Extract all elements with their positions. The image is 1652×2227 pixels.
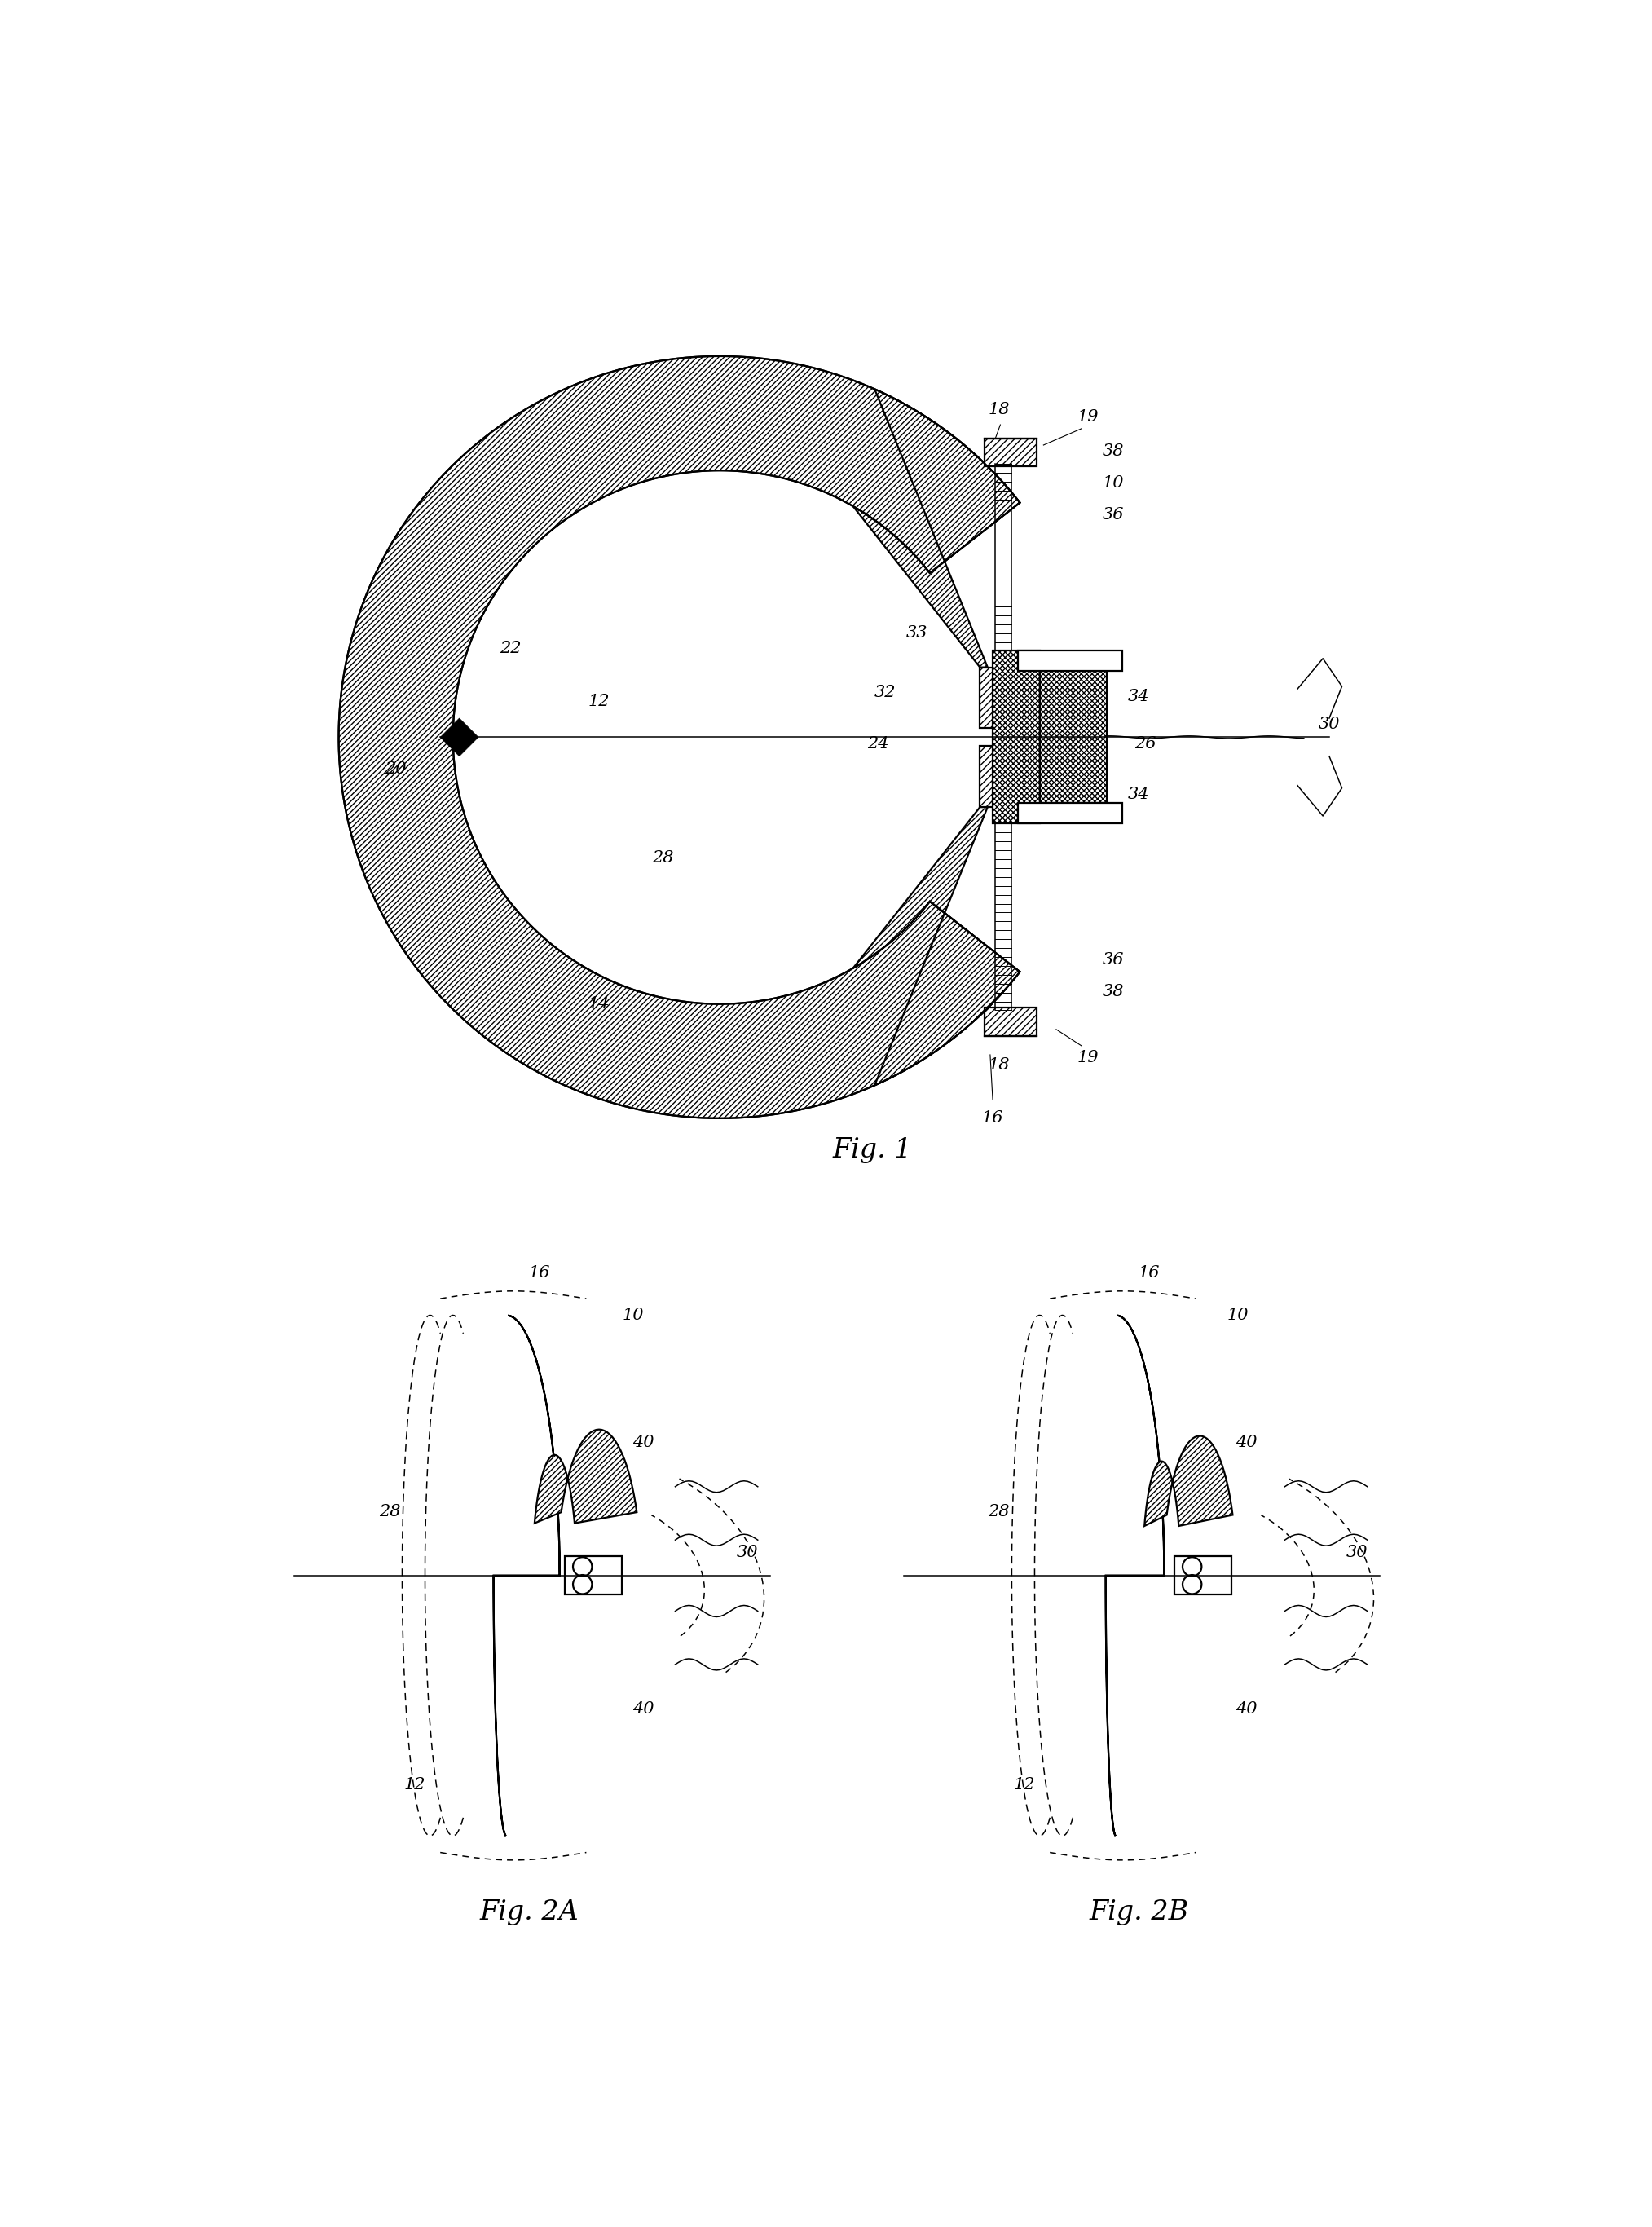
Text: 28: 28 xyxy=(651,851,674,866)
Text: 40: 40 xyxy=(1236,1434,1257,1450)
Bar xyxy=(985,1009,1036,1036)
Text: 16: 16 xyxy=(529,1265,550,1281)
Text: 28: 28 xyxy=(988,1503,1009,1519)
Text: 36: 36 xyxy=(1102,508,1123,523)
Text: Fig. 2A: Fig. 2A xyxy=(479,1900,578,1924)
Text: 20: 20 xyxy=(385,762,406,777)
Text: 10: 10 xyxy=(1227,1307,1249,1323)
Polygon shape xyxy=(339,356,1019,1118)
Text: 30: 30 xyxy=(1346,1546,1368,1561)
Text: Fig. 2B: Fig. 2B xyxy=(1089,1900,1188,1924)
Bar xyxy=(565,1557,621,1595)
Text: 16: 16 xyxy=(981,1111,1003,1127)
Polygon shape xyxy=(1145,1436,1232,1525)
Polygon shape xyxy=(1105,1316,1165,1835)
Text: 32: 32 xyxy=(874,686,895,702)
Bar xyxy=(1175,1557,1231,1595)
Polygon shape xyxy=(852,390,1019,668)
Text: 16: 16 xyxy=(1138,1265,1160,1281)
Polygon shape xyxy=(980,668,1011,728)
Text: 10: 10 xyxy=(1102,474,1123,490)
Polygon shape xyxy=(494,1316,560,1835)
Text: 18: 18 xyxy=(988,401,1009,416)
Text: 24: 24 xyxy=(867,735,889,750)
Text: 10: 10 xyxy=(623,1307,644,1323)
Polygon shape xyxy=(993,650,1039,824)
Text: 30: 30 xyxy=(1318,717,1340,733)
Text: 12: 12 xyxy=(405,1777,426,1793)
Text: 22: 22 xyxy=(499,641,520,657)
Text: 30: 30 xyxy=(737,1546,758,1561)
Polygon shape xyxy=(980,746,1011,806)
Text: 28: 28 xyxy=(378,1503,400,1519)
Bar xyxy=(985,439,1036,468)
Text: 40: 40 xyxy=(633,1701,654,1717)
Text: 12: 12 xyxy=(588,695,610,710)
Text: 38: 38 xyxy=(1102,984,1123,1000)
Bar xyxy=(1018,650,1122,670)
Text: 12: 12 xyxy=(1014,1777,1036,1793)
Text: 36: 36 xyxy=(1102,951,1123,967)
Text: 33: 33 xyxy=(905,626,927,641)
Text: 34: 34 xyxy=(1128,786,1150,802)
Text: Fig. 1: Fig. 1 xyxy=(833,1138,912,1162)
Text: 14: 14 xyxy=(588,995,610,1011)
Polygon shape xyxy=(441,717,479,757)
Bar xyxy=(1018,804,1122,824)
Text: 34: 34 xyxy=(1128,688,1150,704)
Text: 26: 26 xyxy=(1135,735,1156,750)
Polygon shape xyxy=(1039,670,1107,804)
Polygon shape xyxy=(535,1430,636,1523)
Text: 38: 38 xyxy=(1102,443,1123,459)
Text: 19: 19 xyxy=(1077,410,1099,425)
Polygon shape xyxy=(852,806,1019,1085)
Text: 19: 19 xyxy=(1077,1049,1099,1065)
Text: 40: 40 xyxy=(1236,1701,1257,1717)
Text: 18: 18 xyxy=(988,1058,1009,1073)
Text: 40: 40 xyxy=(633,1434,654,1450)
